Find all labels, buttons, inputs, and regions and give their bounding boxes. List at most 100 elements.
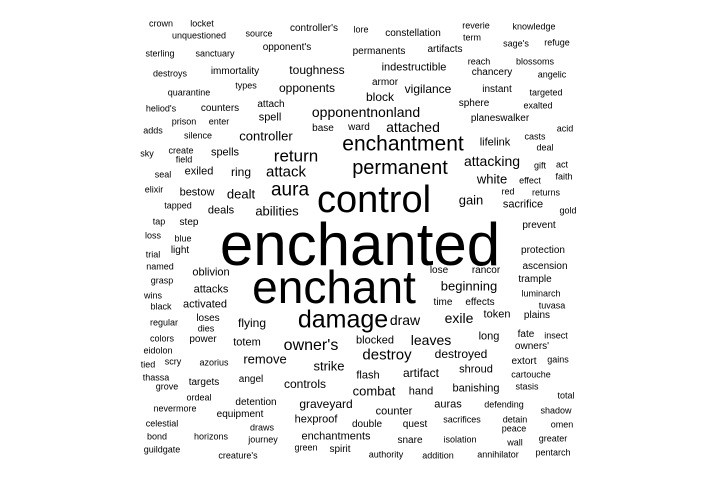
- word: exalted: [523, 100, 553, 111]
- word: deal: [536, 142, 554, 153]
- word: acid: [556, 123, 574, 134]
- word: white: [476, 171, 508, 187]
- word: colors: [149, 333, 175, 344]
- word: pentarch: [535, 447, 571, 458]
- word: opponent's: [262, 42, 312, 53]
- word: grasp: [150, 275, 174, 286]
- word: returns: [531, 187, 561, 198]
- word: tap: [152, 216, 166, 227]
- word: heliod's: [145, 103, 177, 114]
- word: chancery: [471, 67, 513, 78]
- word: insect: [544, 330, 568, 341]
- word: destroys: [152, 68, 188, 79]
- word: annihilator: [477, 449, 519, 460]
- word: damage: [297, 305, 389, 334]
- word: lifelink: [479, 136, 511, 149]
- word: controller's: [289, 23, 339, 34]
- word: spirit: [329, 444, 351, 455]
- word: cartouche: [511, 369, 551, 380]
- word: shadow: [540, 405, 572, 416]
- word: term: [463, 32, 481, 43]
- word: stasis: [515, 381, 539, 392]
- word: totem: [233, 336, 261, 349]
- word: rancor: [471, 265, 501, 276]
- word: sky: [140, 148, 154, 159]
- word: addition: [422, 450, 454, 461]
- word: dies: [197, 323, 215, 334]
- word: hexproof: [294, 413, 338, 426]
- word: double: [351, 419, 383, 430]
- word: trial: [145, 249, 161, 260]
- word: ring: [230, 165, 252, 179]
- word: regular: [149, 317, 179, 328]
- word: counter: [375, 405, 413, 418]
- word: red: [501, 186, 515, 197]
- word: constellation: [385, 28, 441, 39]
- word: crown: [148, 18, 174, 29]
- word: attached: [386, 119, 440, 135]
- word: deals: [207, 204, 235, 217]
- word: prison: [171, 116, 197, 127]
- word: faith: [555, 171, 573, 182]
- word: instant: [482, 84, 512, 95]
- word: draws: [249, 422, 275, 433]
- word: indestructible: [381, 61, 447, 74]
- word: vigilance: [404, 82, 452, 96]
- word: shroud: [459, 363, 493, 376]
- word: extort: [511, 356, 537, 367]
- word: controller: [239, 128, 293, 144]
- word: sage's: [503, 38, 529, 49]
- word: reach: [467, 56, 491, 67]
- word: detention: [235, 397, 277, 408]
- word: enchant: [252, 261, 416, 313]
- word: bond: [146, 431, 168, 442]
- word: effect: [519, 175, 541, 186]
- word: exiled: [184, 165, 214, 178]
- word: luminarch: [521, 288, 561, 299]
- word: attach: [257, 99, 285, 110]
- word: wall: [507, 437, 523, 448]
- word: eidolon: [143, 345, 173, 356]
- word: isolation: [443, 434, 477, 445]
- word: strike: [313, 358, 345, 374]
- word: authority: [368, 449, 404, 460]
- word: spell: [258, 111, 282, 124]
- word: protection: [521, 245, 565, 256]
- word: enter: [208, 116, 230, 127]
- word: blocked: [356, 334, 394, 347]
- word: control: [316, 179, 432, 221]
- word: angelic: [537, 69, 567, 80]
- word: destroy: [362, 346, 412, 364]
- word: toughness: [289, 63, 345, 77]
- word: black: [150, 301, 172, 312]
- word: quarantine: [167, 87, 211, 98]
- word: plains: [523, 310, 551, 321]
- word: creature's: [218, 450, 258, 461]
- word: defending: [484, 399, 524, 410]
- word: tied: [140, 359, 156, 370]
- word: seal: [154, 169, 172, 180]
- word: auras: [434, 398, 462, 411]
- word: azorius: [199, 357, 229, 368]
- word: token: [483, 308, 511, 321]
- word: greater: [538, 433, 568, 444]
- word: sterling: [145, 48, 175, 59]
- word: gift: [533, 160, 547, 171]
- word: ward: [348, 122, 370, 133]
- word: long: [478, 330, 500, 343]
- word: unquestioned: [171, 30, 227, 41]
- word: nevermore: [153, 403, 197, 414]
- word: thassa: [142, 372, 170, 383]
- word: return: [273, 146, 319, 166]
- word: adds: [143, 125, 163, 136]
- word: targets: [188, 377, 220, 388]
- word: journey: [248, 434, 278, 445]
- word: scry: [164, 356, 182, 367]
- word: base: [312, 123, 334, 134]
- word: aura: [270, 179, 310, 201]
- word: opponents: [278, 81, 336, 95]
- word: step: [179, 217, 199, 228]
- word: refuge: [544, 37, 570, 48]
- word: dealt: [226, 186, 256, 202]
